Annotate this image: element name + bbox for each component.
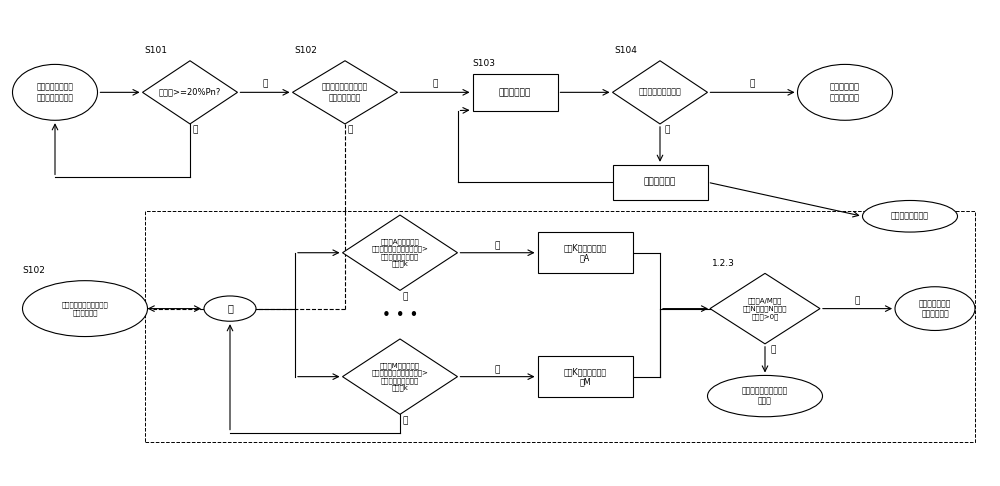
Polygon shape	[292, 61, 397, 124]
Text: 模型虚拟传感器数不符
合要求: 模型虚拟传感器数不符 合要求	[742, 386, 788, 406]
Text: 传感器M模型的输入
传感器中，虚拟传感器数量>
该模型总输入传感器
数量的k: 传感器M模型的输入 传感器中，虚拟传感器数量> 该模型总输入传感器 数量的k	[372, 362, 428, 391]
Text: 是: 是	[262, 79, 268, 88]
Text: 是: 是	[750, 79, 755, 88]
Polygon shape	[710, 273, 820, 344]
Text: 和: 和	[227, 304, 233, 313]
Text: • • •: • • •	[382, 309, 418, 323]
FancyBboxPatch shape	[473, 74, 558, 110]
Text: S104: S104	[614, 46, 637, 55]
Ellipse shape	[12, 64, 98, 120]
Polygon shape	[342, 339, 458, 414]
Text: 传感器A/M加入
集合N，集合N中传感
器数量>0？: 传感器A/M加入 集合N，集合N中传感 器数量>0？	[743, 298, 787, 319]
Text: 模型虚拟传感器
数量符合要求: 模型虚拟传感器 数量符合要求	[919, 299, 951, 318]
Text: 否: 否	[664, 126, 670, 135]
Text: 是: 是	[495, 365, 500, 374]
Text: 判断模型虚拟传感器数
量是否符合要求: 判断模型虚拟传感器数 量是否符合要求	[322, 83, 368, 102]
Text: 满足数据重构
模块投运条件: 满足数据重构 模块投运条件	[830, 83, 860, 102]
Text: 发送启动请求: 发送启动请求	[499, 88, 531, 97]
Text: 否: 否	[192, 125, 198, 134]
Text: 操纵员是否同意启动: 操纵员是否同意启动	[639, 88, 681, 97]
Ellipse shape	[862, 200, 958, 232]
Text: 判断是否满足数据
重构模型投运条件: 判断是否满足数据 重构模型投运条件	[36, 83, 74, 102]
FancyBboxPatch shape	[538, 232, 633, 273]
Ellipse shape	[798, 64, 893, 120]
Text: 否: 否	[347, 126, 353, 135]
Polygon shape	[143, 61, 238, 124]
Text: 集合K中，删除传感
器A: 集合K中，删除传感 器A	[563, 243, 607, 262]
Text: 是: 是	[855, 296, 860, 305]
FancyBboxPatch shape	[538, 356, 633, 398]
Text: 1.2.3: 1.2.3	[712, 259, 735, 267]
Text: S101: S101	[145, 46, 168, 55]
Polygon shape	[612, 61, 708, 124]
Text: 核功率>=20%Pn?: 核功率>=20%Pn?	[159, 88, 221, 97]
Text: 集合K中，删除传感
器M: 集合K中，删除传感 器M	[563, 367, 607, 386]
Text: 否: 否	[770, 346, 776, 355]
Text: 是: 是	[495, 241, 500, 250]
Polygon shape	[342, 215, 458, 291]
Ellipse shape	[22, 280, 148, 336]
Circle shape	[204, 296, 256, 321]
Text: 数据重构步骤中止: 数据重构步骤中止	[891, 212, 929, 221]
Text: S102: S102	[23, 266, 45, 275]
Text: 否: 否	[402, 417, 408, 426]
Text: 传感器A模型的输入
传感器中，虚拟传感器数量>
该模型总输入传感器
数量的k: 传感器A模型的输入 传感器中，虚拟传感器数量> 该模型总输入传感器 数量的k	[372, 238, 428, 267]
Text: S103: S103	[473, 59, 496, 69]
Text: 判断模型虚拟传感器数量
是否符合要求: 判断模型虚拟传感器数量 是否符合要求	[62, 301, 108, 316]
Text: S102: S102	[294, 46, 317, 55]
Ellipse shape	[708, 375, 822, 417]
Ellipse shape	[895, 287, 975, 330]
Text: 否: 否	[402, 293, 408, 302]
Text: 等待直至同意: 等待直至同意	[644, 178, 676, 187]
FancyBboxPatch shape	[612, 165, 708, 200]
Text: 是: 是	[432, 79, 438, 88]
